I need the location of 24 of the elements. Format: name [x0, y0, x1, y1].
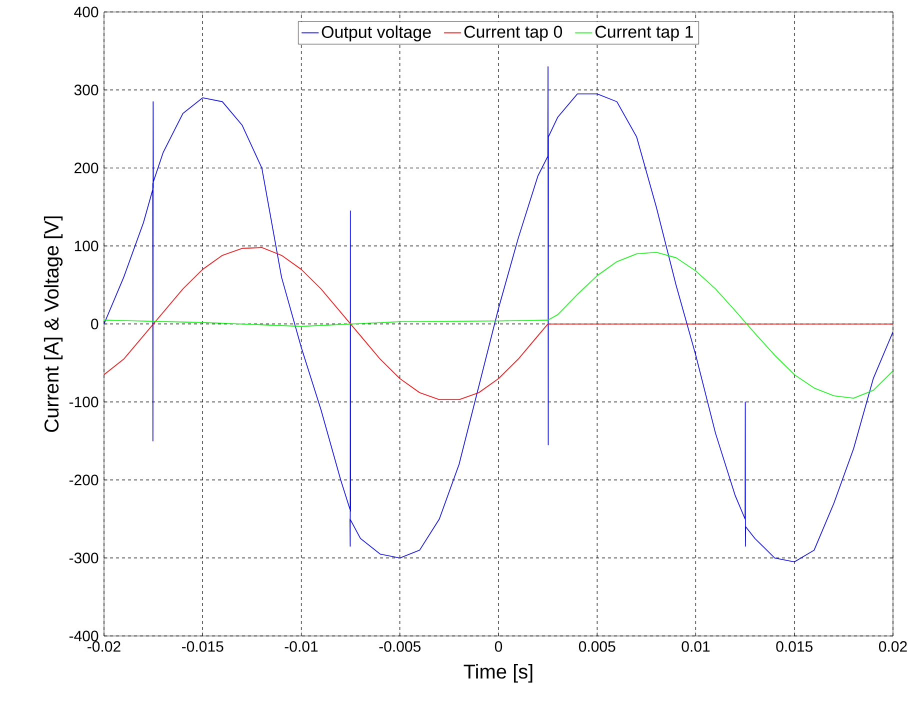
legend-label: Current tap 0 [464, 26, 562, 42]
y-tick-label: 200 [74, 162, 98, 174]
y-tick-label: -400 [69, 630, 98, 642]
x-tick-label: 0.015 [776, 641, 813, 652]
y-axis-title: Current [A] & Voltage [V] [44, 216, 63, 432]
x-tick-label: -0.015 [182, 641, 224, 652]
line-series [104, 66, 893, 562]
legend-label: Output voltage [322, 26, 431, 42]
x-tick-label: -0.005 [379, 641, 421, 652]
y-tick-label: 300 [74, 84, 98, 96]
y-tick-label: 0 [91, 318, 98, 330]
x-axis-title: Time [s] [464, 664, 532, 683]
x-tick-label: 0.01 [682, 641, 710, 652]
x-tick-label: 0.005 [578, 641, 616, 652]
legend-label: Current tap 1 [595, 26, 693, 42]
y-tick-label: 400 [74, 6, 98, 18]
x-tick-label: 0.02 [878, 641, 907, 652]
x-tick-label: -0.01 [284, 641, 318, 652]
y-tick-label: -100 [69, 396, 98, 408]
x-tick-label: -0.02 [88, 641, 120, 652]
y-tick-label: -200 [69, 474, 98, 486]
y-tick-label: 100 [74, 240, 98, 252]
y-tick-label: -300 [69, 552, 98, 564]
x-tick-label: 0 [494, 641, 502, 652]
